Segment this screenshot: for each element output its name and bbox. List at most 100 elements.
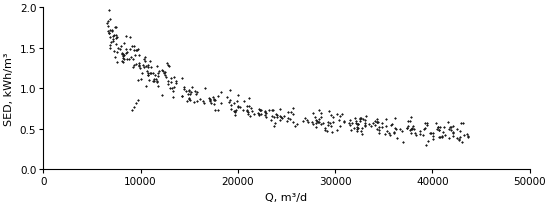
Point xyxy=(145,79,154,82)
Point xyxy=(243,109,252,112)
Point xyxy=(152,80,161,83)
Point xyxy=(216,91,225,95)
Point xyxy=(225,101,234,104)
Point xyxy=(437,135,446,138)
Point xyxy=(276,108,284,111)
Point xyxy=(345,123,354,127)
Point xyxy=(359,118,367,121)
Point xyxy=(223,95,232,99)
Point xyxy=(160,72,169,75)
Point xyxy=(339,120,348,123)
Point xyxy=(268,115,277,119)
Point xyxy=(158,70,167,73)
Point xyxy=(144,66,152,69)
Point xyxy=(167,77,176,80)
Point xyxy=(415,130,424,133)
Point xyxy=(422,124,431,127)
Point xyxy=(368,121,377,125)
Point xyxy=(206,98,214,102)
Point xyxy=(339,121,348,124)
Point xyxy=(419,133,427,137)
Point xyxy=(229,102,238,105)
Point xyxy=(279,115,288,118)
Point xyxy=(185,98,194,101)
Point xyxy=(309,123,317,126)
Point xyxy=(213,95,222,98)
Point xyxy=(385,133,394,137)
Point xyxy=(243,113,252,116)
Point xyxy=(126,56,135,59)
Point xyxy=(407,132,416,135)
Point xyxy=(445,128,454,131)
Point xyxy=(230,109,239,113)
Point xyxy=(151,78,160,81)
Point xyxy=(217,102,226,105)
Point xyxy=(113,47,122,50)
Point xyxy=(410,128,419,131)
Point xyxy=(459,133,468,137)
Point xyxy=(134,48,142,52)
Point xyxy=(125,36,134,39)
Point xyxy=(375,128,383,132)
Point xyxy=(238,109,247,112)
Point xyxy=(463,133,471,136)
Point xyxy=(327,114,336,117)
Point xyxy=(438,131,447,134)
Point xyxy=(109,50,118,53)
Point xyxy=(138,72,146,75)
Point xyxy=(374,121,383,124)
Point xyxy=(118,61,127,64)
Point xyxy=(199,101,208,105)
Point xyxy=(354,127,363,130)
Point xyxy=(236,105,245,109)
Point xyxy=(423,122,432,125)
Point xyxy=(403,126,412,130)
Point xyxy=(116,48,125,51)
Point xyxy=(151,74,160,78)
Point xyxy=(112,43,120,46)
Point xyxy=(347,128,356,132)
Point xyxy=(144,74,152,77)
Point xyxy=(168,96,177,99)
Point xyxy=(129,58,138,61)
Point xyxy=(113,61,122,64)
Point xyxy=(140,58,148,62)
Point xyxy=(111,56,119,59)
Point xyxy=(199,99,207,103)
Point xyxy=(453,128,461,131)
Point xyxy=(172,80,180,84)
Point xyxy=(163,62,172,66)
Point xyxy=(233,105,242,108)
Point xyxy=(321,129,329,132)
Point xyxy=(289,121,298,124)
Point xyxy=(154,75,163,78)
Point xyxy=(347,122,356,125)
Point xyxy=(420,128,428,131)
Point xyxy=(120,58,129,61)
Point xyxy=(117,52,126,55)
Point xyxy=(134,64,143,68)
Point xyxy=(355,116,364,120)
Point xyxy=(134,79,143,83)
Point xyxy=(257,113,266,116)
Point xyxy=(388,123,397,126)
Point xyxy=(310,116,319,119)
Point xyxy=(229,110,238,113)
Point xyxy=(372,121,381,124)
Point xyxy=(350,117,359,120)
Point xyxy=(353,123,361,126)
Point xyxy=(285,117,294,121)
Point xyxy=(111,27,119,30)
Point xyxy=(407,116,416,119)
Point xyxy=(421,122,430,125)
Point xyxy=(245,97,254,101)
Point xyxy=(134,65,143,69)
Point xyxy=(150,80,159,83)
Point xyxy=(404,119,413,123)
Point xyxy=(180,88,189,91)
Point xyxy=(346,119,355,122)
Point xyxy=(177,77,186,81)
Point xyxy=(356,130,365,133)
Point xyxy=(374,132,383,135)
Point xyxy=(408,127,416,130)
